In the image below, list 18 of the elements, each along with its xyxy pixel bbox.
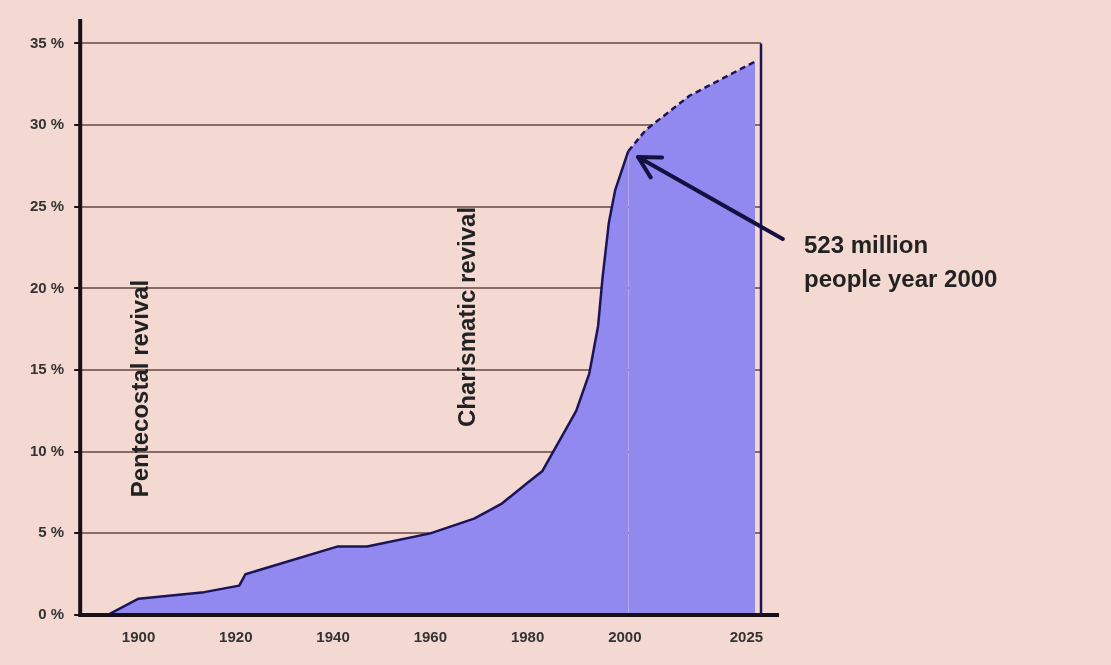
text: 523 million people year 2000 (804, 230, 998, 292)
y-tick-label: 15 % (29, 360, 65, 378)
x-tick-label: 1940 (316, 628, 350, 646)
annotation: Pentecostal revival (126, 279, 154, 498)
y-tick-label: 35 % (29, 33, 65, 51)
y-tick-label: 0 % (38, 605, 65, 623)
x-tick-label: 1980 (510, 628, 545, 646)
x-tick-label: 2000 (608, 628, 642, 646)
x-tick-label: 1900 (121, 628, 156, 646)
x-tick-label: 1960 (413, 628, 448, 646)
y-tick-label: 10 % (29, 441, 65, 459)
y-tick-label: 30 % (29, 115, 65, 133)
y-tick-label: 25 % (29, 196, 65, 214)
x-tick-label: 1920 (219, 628, 253, 646)
annotation: Charismatic revival (452, 206, 480, 428)
y-tick-label: 5 % (38, 523, 65, 541)
x-tick-label: 2025 (729, 628, 764, 646)
y-tick-label: 20 % (29, 278, 65, 296)
